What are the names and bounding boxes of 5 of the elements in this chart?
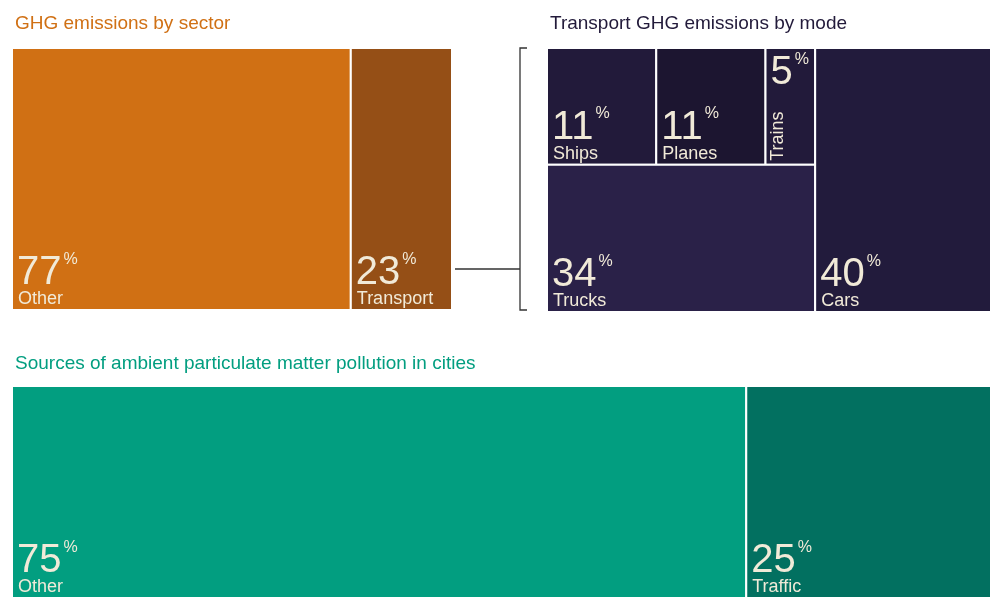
category-label: Trains <box>767 111 788 161</box>
data-label: 5% <box>770 48 809 92</box>
text: GHG emissions by sector <box>15 12 232 33</box>
text: Sources of ambient particulate matter pollution in cities <box>15 352 476 373</box>
text: Transport GHG emissions by mode <box>550 12 848 33</box>
